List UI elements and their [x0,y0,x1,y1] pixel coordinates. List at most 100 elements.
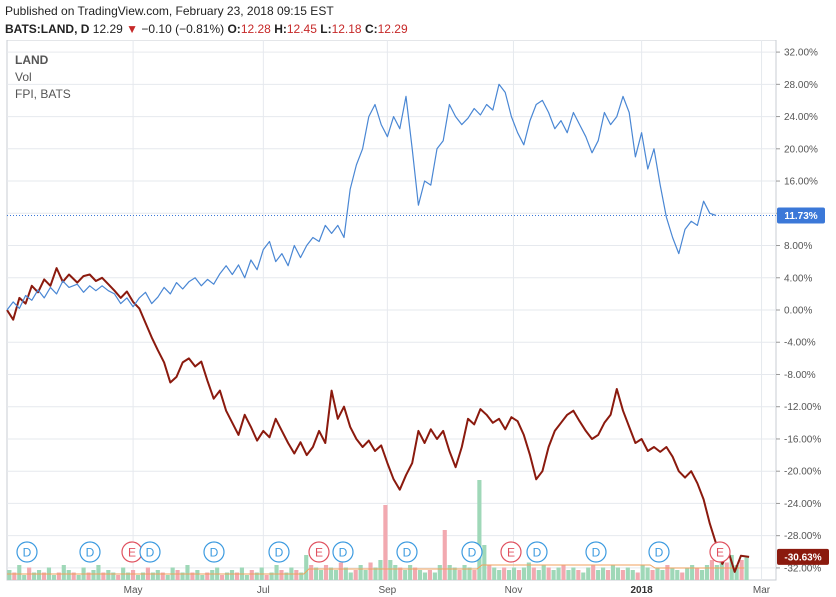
volume-bar [432,572,437,580]
volume-bar [422,572,428,580]
volume-bar [690,565,695,580]
y-tick-label: 24.00% [784,112,818,123]
volume-bar [304,555,309,580]
land-badge-text: -30.63% [784,552,821,563]
published-note: Published on TradingView.com, February 2… [5,4,334,18]
volume-bar [739,560,744,580]
volume-bar [541,565,546,580]
volume-bar [56,572,61,580]
volume-bar [318,570,324,580]
volume-bar [516,570,522,580]
volume-bar [393,565,398,580]
volume-bar [685,567,690,580]
volume-bar [76,575,81,580]
dividend-marker [585,541,607,563]
volume-bar [348,572,353,580]
volume-bar [709,560,714,580]
earnings-marker-label: E [128,546,136,560]
volume-bar [254,572,259,580]
dividend-marker [203,541,225,563]
volume-bar [294,570,299,580]
volume-bar [175,570,180,580]
y-tick-label: -12.00% [784,402,821,413]
close-value: 12.29 [377,22,408,36]
volume-bar [680,572,685,580]
x-tick-label: Nov [505,585,523,596]
series-lines [6,83,776,573]
last-value-badges: 11.73% -30.63% [777,207,829,565]
volume-bar [561,565,566,580]
volume-bar [635,572,640,580]
dividend-marker [461,541,483,563]
volume-bar [135,575,141,580]
volume-bar [126,572,131,580]
volume-bar [314,567,319,580]
volume-bar [492,567,497,580]
volume-bar [41,572,47,580]
volume-bar [670,567,675,580]
volume-bar [719,557,724,580]
volume-bar [140,572,146,580]
volume-bar [502,567,507,580]
volume-bar [412,567,418,580]
volume-bar [462,565,467,580]
y-tick-label: -28.00% [784,531,821,542]
volume-bar [586,567,591,580]
y-axis: 32.00%28.00%24.00%20.00%16.00%12.00%8.00… [776,48,821,574]
volume-bar [526,562,531,580]
dividend-marker [526,541,548,563]
dividend-marker-label: D [23,546,32,560]
dividend-marker [79,541,101,563]
price-change: −0.10 (−0.81%) [141,22,225,36]
volume-bar [116,575,121,580]
volume-bars [7,480,749,580]
volume-bar [601,567,606,580]
volume-bar [477,480,482,580]
fpi-badge [777,207,825,224]
volume-bar [427,570,432,580]
legend-item-fpi: FPI, BATS [15,87,71,101]
volume-bar [551,570,556,580]
volume-bar [244,575,249,580]
volume-bar [417,570,423,580]
volume-bar [86,572,91,580]
volume-bar [358,565,363,580]
y-tick-label: -4.00% [784,338,816,349]
y-tick-label: 4.00% [784,273,812,284]
volume-bar [591,565,596,580]
volume-bar [299,572,304,580]
volume-bar [363,570,368,580]
volume-bar [744,557,749,580]
dividend-marker-label: D [339,546,348,560]
earnings-marker-label: E [315,546,323,560]
volume-bar [576,570,581,580]
volume-bar [640,565,645,580]
close-label: C: [364,22,378,36]
volume-bar [32,572,37,580]
fpi-series-line [6,83,717,311]
volume-bar [210,570,215,580]
volume-bar [650,570,655,580]
y-tick-label: 8.00% [784,241,812,252]
volume-bar [190,572,195,580]
earnings-marker [500,541,522,563]
fpi-badge-text: 11.73% [784,211,817,222]
dividend-marker-label: D [468,546,477,560]
volume-bar [220,575,225,580]
volume-bar [556,567,561,580]
volume-bar [17,565,22,580]
x-axis: May Jul Sep Nov 2018 Mar [124,585,771,596]
volume-bar [497,570,502,580]
volume-bar [36,570,42,580]
chart-header: Published on TradingView.com, February 2… [0,0,836,40]
volume-bar [91,570,96,580]
volume-bar [378,560,383,580]
volume-bar [343,567,348,580]
volume-bar [620,570,625,580]
volume-bar [383,505,388,580]
volume-bar [373,567,378,580]
volume-bar [150,572,155,580]
volume-bar [566,570,571,580]
down-arrow-icon: ▼ [126,22,139,36]
